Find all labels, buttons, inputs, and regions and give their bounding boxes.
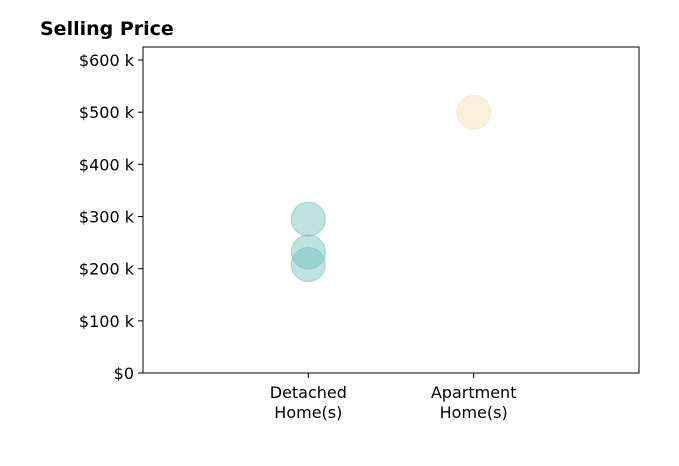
y-tick-label: $500 k [79,103,135,122]
scatter-point [456,94,492,130]
y-tick-label: $0 [114,364,134,383]
scatter-point [290,247,326,283]
y-tick-label: $600 k [79,51,135,70]
chart-title: Selling Price [40,18,174,40]
x-tick-label: Apartment Home(s) [431,383,517,422]
scatter-point [290,201,326,237]
y-tick-label: $200 k [79,260,135,279]
scatter-point [290,234,326,270]
plot-frame [142,46,640,374]
y-tick-label: $400 k [79,155,135,174]
points-layer [290,94,492,283]
x-tick-label: Detached Home(s) [270,383,347,422]
y-tick-label: $100 k [79,312,135,331]
y-tick-label: $300 k [79,208,135,227]
axes-layer: $0 $100 k $200 k $300 k $400 k $500 k $600 k De… [79,46,640,422]
